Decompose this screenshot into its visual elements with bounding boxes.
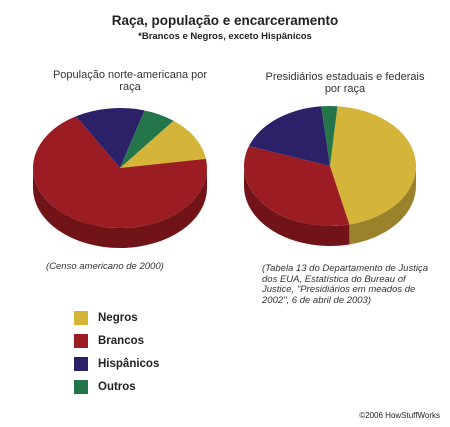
pie-slice-outros (321, 106, 338, 166)
legend-item: Hispânicos (74, 356, 159, 371)
pie-slice-hispânicos (248, 106, 330, 166)
pie-side-brancos (33, 168, 207, 248)
legend-label: Hispânicos (98, 357, 160, 370)
pie-1 (33, 108, 208, 248)
pie-2 (244, 106, 417, 247)
legend-swatch (74, 333, 88, 348)
pie-2-source: (Tabela 13 do Departamento de Justiça do… (262, 263, 429, 306)
pie-1-title: População norte-americana por raça (52, 69, 208, 93)
pie-side-brancos (244, 166, 350, 247)
legend-label: Negros (98, 311, 138, 324)
pie-slice-hispânicos (75, 108, 145, 168)
pie-slice-negros (330, 106, 417, 225)
pie-2-title: Presidiários estaduais e federais por ra… (265, 71, 425, 95)
pie-side-negros (349, 166, 416, 245)
legend-item: Outros (74, 379, 159, 394)
legend-item: Brancos (74, 333, 159, 348)
legend-swatch (74, 356, 88, 371)
legend-swatch (74, 379, 88, 394)
legend-label: Outros (98, 380, 136, 393)
pie-slice-negros (120, 120, 206, 168)
chart-subtitle: *Brancos e Negros, exceto Hispânicos (138, 31, 312, 42)
pie-charts (33, 106, 417, 248)
legend-label: Brancos (98, 334, 145, 347)
pie-slice-brancos (33, 116, 208, 229)
chart-title: Raça, população e encarceramento (111, 13, 339, 28)
legend: Negros Brancos Hispânicos Outros (74, 310, 159, 402)
pie-1-source: (Censo americano de 2000) (46, 261, 164, 272)
legend-item: Negros (74, 310, 159, 325)
pie-slice-outros (120, 110, 174, 168)
copyright: ©2006 HowStuffWorks (359, 411, 440, 420)
pie-slice-brancos (244, 146, 350, 226)
legend-swatch (74, 310, 88, 325)
